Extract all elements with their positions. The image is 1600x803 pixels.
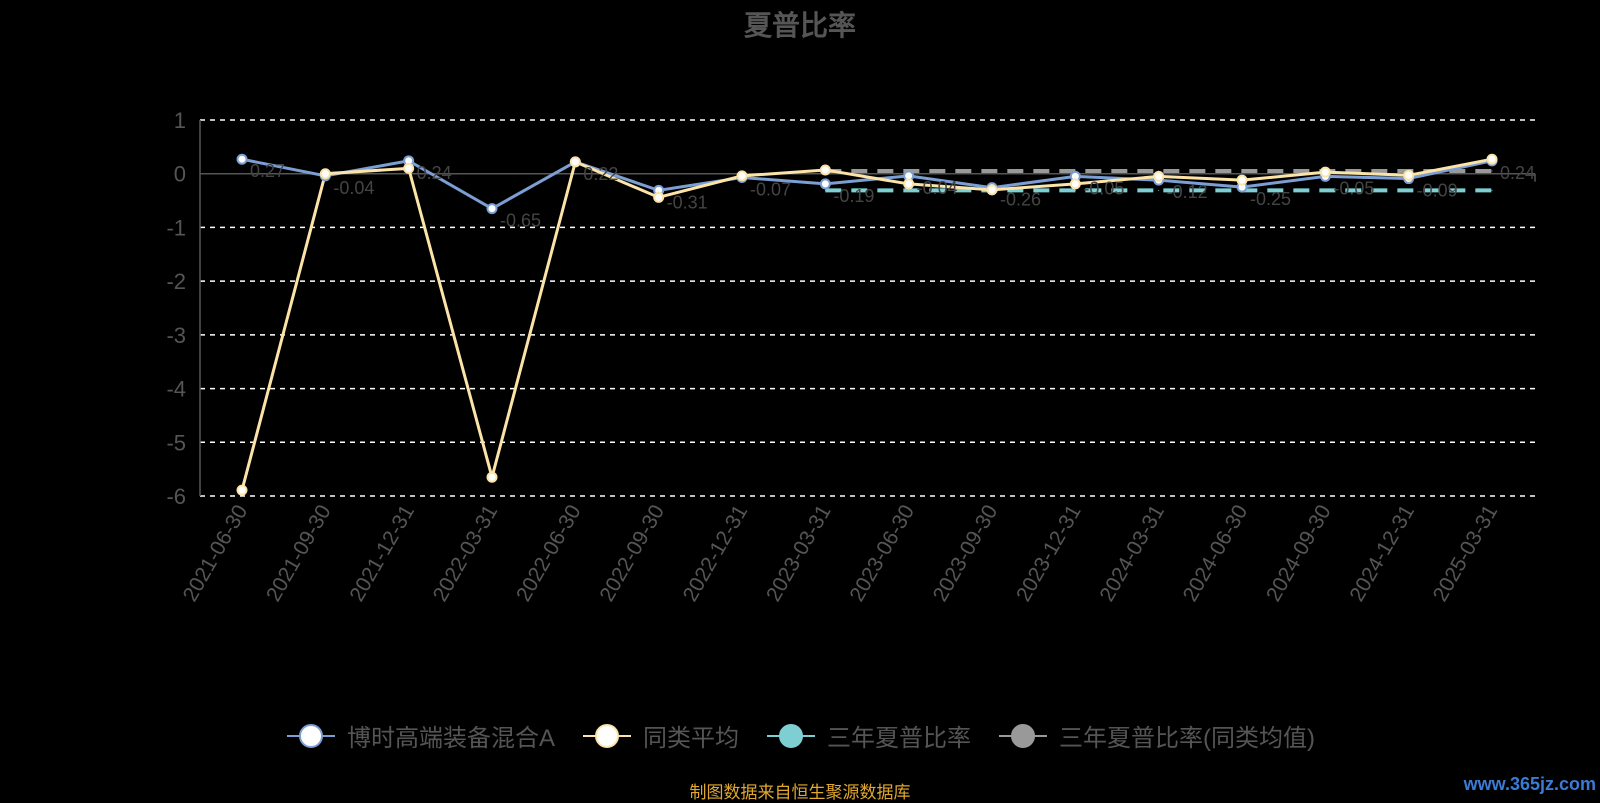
data-source-note: 制图数据来自恒生聚源数据库 <box>689 783 911 802</box>
data-label: -0.12 <box>1167 182 1208 202</box>
x-tick-label: 2024-06-30 <box>1179 501 1253 606</box>
y-tick-label: -4 <box>166 377 186 402</box>
data-label: -0.65 <box>500 211 541 231</box>
data-point-ref-2 <box>1158 189 1160 191</box>
data-point-1 <box>1153 170 1165 182</box>
data-label: -0.09 <box>1417 181 1458 201</box>
data-point-1 <box>1486 153 1498 165</box>
legend-item-fund[interactable]: 博时高端装备混合A <box>285 718 555 753</box>
data-point-1 <box>1236 174 1248 186</box>
data-label: -0.05 <box>1083 178 1124 198</box>
data-label: -0.04 <box>917 178 958 198</box>
data-label: -0.07 <box>750 179 791 199</box>
data-point-1 <box>403 162 415 174</box>
data-point-1 <box>569 156 581 168</box>
data-label: -0.26 <box>1000 190 1041 210</box>
data-label: 0.22 <box>583 164 618 184</box>
x-tick-label: 2022-12-31 <box>679 501 753 606</box>
data-point-1 <box>1319 166 1331 178</box>
legend-item-category-average[interactable]: 同类平均 <box>581 718 739 753</box>
data-point-1 <box>819 164 831 176</box>
y-tick-label: -6 <box>166 484 186 509</box>
data-point-ref-2 <box>1408 189 1410 191</box>
series-line-1 <box>240 157 1493 491</box>
data-label: -0.31 <box>667 192 708 212</box>
legend-item-3y-sharpe[interactable]: 三年夏普比率 <box>765 718 971 753</box>
y-tick-label: -5 <box>166 430 186 455</box>
data-label: -0.04 <box>333 178 374 198</box>
legend-marker-category-average <box>583 723 632 748</box>
data-point-ref-3 <box>1491 170 1493 172</box>
data-label: -0.25 <box>1250 189 1291 209</box>
data-point-1 <box>736 170 748 182</box>
data-point-1 <box>903 178 915 190</box>
data-point-0 <box>819 178 831 190</box>
legend-label-category-average: 同类平均 <box>643 725 740 752</box>
x-tick-label: 2025-03-31 <box>1429 501 1503 606</box>
x-tick-label: 2024-03-31 <box>1095 501 1169 606</box>
data-point-ref-3 <box>991 170 993 172</box>
data-point-1 <box>1403 169 1415 181</box>
x-tick-label: 2022-09-30 <box>595 501 669 606</box>
data-label: -0.19 <box>833 186 874 206</box>
data-point-1 <box>236 484 248 496</box>
data-label: 0.27 <box>250 161 285 181</box>
legend-marker-3y-sharpe <box>767 723 816 748</box>
data-point-ref-2 <box>824 189 826 191</box>
data-point-ref-2 <box>1074 189 1076 191</box>
data-point-1 <box>486 471 498 483</box>
data-label: 0.24 <box>417 163 452 183</box>
x-tick-label: 2023-12-31 <box>1012 501 1086 606</box>
y-tick-label: -2 <box>166 269 186 294</box>
x-tick-label: 2024-12-31 <box>1345 501 1419 606</box>
x-tick-label: 2023-03-31 <box>762 501 836 606</box>
data-label: -0.05 <box>1333 178 1374 198</box>
x-tick-label: 2023-06-30 <box>845 501 919 606</box>
legend-label-3y-sharpe: 三年夏普比率 <box>827 725 972 752</box>
y-tick-label: 0 <box>174 162 186 187</box>
legend-marker-fund <box>287 723 335 748</box>
data-point-ref-2 <box>908 189 910 191</box>
y-tick-label: -3 <box>166 323 186 348</box>
legend-label-fund: 博时高端装备混合A <box>347 725 556 752</box>
x-tick-label: 2021-12-31 <box>345 501 419 606</box>
chart-title: 夏普比率 <box>743 10 856 41</box>
x-tick-label: 2021-09-30 <box>262 501 336 606</box>
x-tick-label: 2023-09-30 <box>929 501 1003 606</box>
data-point-ref-2 <box>1491 189 1493 191</box>
data-label: 0.24 <box>1500 163 1535 183</box>
y-tick-label: 1 <box>174 108 186 133</box>
data-point-1 <box>653 191 665 203</box>
data-point-0 <box>486 203 498 215</box>
legend-label-3y-sharpe-category: 三年夏普比率(同类均值) <box>1059 725 1315 752</box>
legend: 博时高端装备混合A 同类平均 三年夏普比率 三年夏普比率(同类均值) <box>0 718 1600 753</box>
x-tick-label: 2021-06-30 <box>179 501 253 606</box>
data-point-0 <box>236 153 248 165</box>
data-point-ref-2 <box>1324 189 1326 191</box>
y-tick-label: -1 <box>166 215 186 240</box>
legend-marker-3y-sharpe-category <box>999 723 1048 748</box>
series-line-0 <box>241 157 1493 211</box>
data-point-ref-3 <box>1241 170 1243 172</box>
x-tick-label: 2022-06-30 <box>512 501 586 606</box>
legend-item-3y-sharpe-category[interactable]: 三年夏普比率(同类均值) <box>997 718 1315 753</box>
data-point-1 <box>1069 178 1081 190</box>
x-tick-label: 2024-09-30 <box>1262 501 1336 606</box>
x-tick-label: 2022-03-31 <box>429 501 503 606</box>
data-point-1 <box>986 184 998 196</box>
site-watermark[interactable]: www.365jz.com <box>1463 774 1596 794</box>
data-point-1 <box>319 168 331 180</box>
